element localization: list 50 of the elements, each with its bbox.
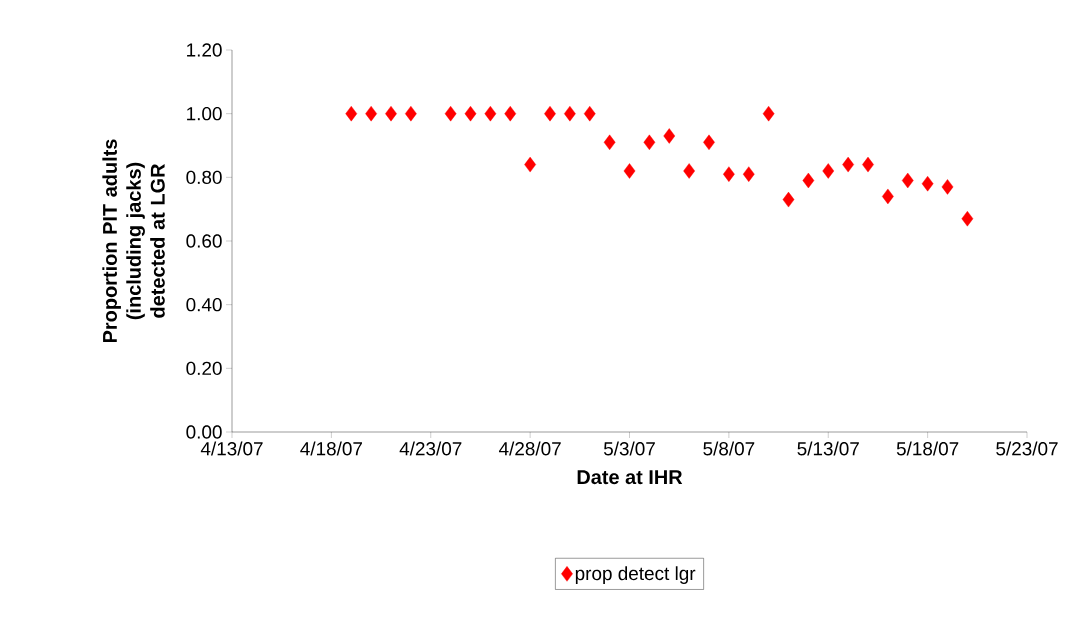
point <box>941 179 954 195</box>
point <box>961 211 974 227</box>
point <box>862 156 874 173</box>
point <box>564 105 576 122</box>
x-tick-label: 4/23/07 <box>399 441 462 456</box>
y-tick-label: 0.20 <box>186 361 222 376</box>
point <box>643 134 656 151</box>
x-tick-label: 4/13/07 <box>200 441 263 456</box>
x-axis-title: Date at IHR <box>577 470 683 485</box>
y-tick-label: 1.20 <box>187 43 222 57</box>
point <box>464 105 477 122</box>
point <box>504 105 517 122</box>
point <box>901 172 914 189</box>
point <box>822 163 835 179</box>
point <box>723 166 735 182</box>
point <box>385 105 397 122</box>
point <box>405 105 417 122</box>
x-tick-label: 5/18/07 <box>896 441 959 456</box>
x-tick-label: 5/8/07 <box>703 441 755 456</box>
point <box>842 156 854 173</box>
point <box>782 191 795 208</box>
point <box>365 105 377 122</box>
point <box>703 134 715 151</box>
point <box>663 128 676 144</box>
point <box>583 105 596 122</box>
y-axis-title: Proportion PIT adults (including jacks) detected at LGR <box>102 139 165 343</box>
point <box>623 163 636 179</box>
x-tick-label: 5/13/07 <box>797 441 859 456</box>
y-tick-label: 0.00 <box>186 425 222 439</box>
point <box>603 134 616 151</box>
point <box>544 105 556 122</box>
point <box>882 188 894 205</box>
x-tick-label: 5/23/07 <box>996 441 1058 456</box>
x-tick-label: 4/28/07 <box>498 441 561 456</box>
y-tick-label: 0.60 <box>186 234 222 248</box>
y-tick-label: 1.00 <box>187 106 222 121</box>
point <box>921 176 934 192</box>
point <box>444 105 457 122</box>
point <box>802 172 815 189</box>
point <box>345 105 358 122</box>
point <box>484 105 497 122</box>
y-tick-label: 0.40 <box>186 297 222 312</box>
x-tick-label: 5/3/07 <box>603 441 655 456</box>
point <box>524 156 536 173</box>
legend-label: prop detect lgr <box>575 566 696 584</box>
y-tick-label: 0.80 <box>186 170 222 185</box>
point <box>742 166 755 182</box>
point <box>683 163 695 179</box>
x-tick-label: 4/18/07 <box>300 441 362 456</box>
point <box>762 105 775 122</box>
